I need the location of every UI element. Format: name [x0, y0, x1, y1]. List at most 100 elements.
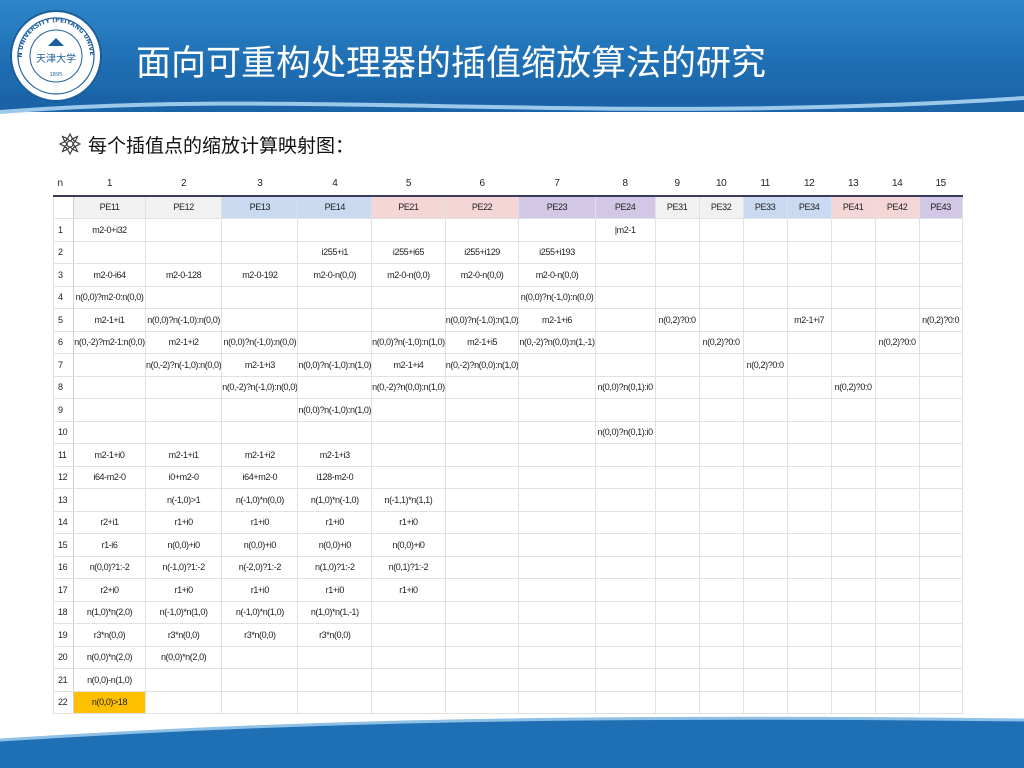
table-cell	[698, 578, 744, 602]
table-cell	[874, 600, 920, 624]
table-cell	[654, 353, 700, 377]
table-cell: i0+m2-0	[144, 465, 223, 489]
row-number: 16	[53, 555, 74, 579]
table-cell	[144, 420, 223, 444]
table-cell	[918, 533, 963, 557]
subtitle-row: 每个插值点的缩放计算映射图：	[58, 130, 354, 158]
table-cell: m2-1+i1	[73, 308, 146, 332]
table-cell	[444, 420, 520, 444]
table-cell: n(0,0)?n(-1,0):n(1,0)	[444, 308, 520, 332]
table-cell	[654, 263, 700, 287]
footer-wave	[0, 716, 1024, 768]
column-number: 10	[699, 173, 744, 197]
row-number: 19	[53, 623, 74, 647]
table-cell: m2-1+i2	[144, 330, 223, 354]
table-cell: n(0,0)?n(0,1):i0	[594, 420, 656, 444]
table-cell	[742, 578, 788, 602]
table-cell: m2-0-i64	[73, 263, 146, 287]
row-number: 7	[53, 353, 74, 377]
table-cell: n(0,0)+i0	[221, 533, 299, 557]
table-cell: m2-1+i2	[221, 443, 299, 467]
row-number: 1	[53, 218, 74, 242]
table-cell	[918, 690, 963, 714]
table-cell	[874, 533, 920, 557]
table-cell	[594, 600, 656, 624]
table-cell	[371, 308, 446, 332]
table-cell	[518, 443, 596, 467]
table-cell	[918, 375, 963, 399]
table-cell	[742, 330, 788, 354]
table-cell	[654, 600, 700, 624]
pe-header: PE22	[444, 195, 520, 219]
table-cell	[786, 398, 832, 422]
table-cell: n(0,2)?0:0	[874, 330, 920, 354]
table-cell	[654, 465, 700, 489]
pe-header: PE43	[918, 195, 963, 219]
table-cell	[830, 330, 876, 354]
table-cell	[830, 285, 876, 309]
table-cell: n(1,0)*n(1,-1)	[297, 600, 373, 624]
column-number: 12	[787, 173, 832, 197]
table-cell: n(-1,0)*n(1,0)	[144, 600, 223, 624]
table-cell	[518, 465, 596, 489]
row-number: 14	[53, 510, 74, 534]
table-cell: |m2-1	[594, 218, 656, 242]
table-cell	[874, 353, 920, 377]
table-cell	[518, 420, 596, 444]
table-cell	[698, 420, 744, 444]
table-cell: r1+i0	[144, 510, 223, 534]
column-number: 2	[145, 173, 222, 197]
row-number: 6	[53, 330, 74, 354]
table-cell	[297, 285, 373, 309]
table-cell: r1-i6	[73, 533, 146, 557]
table-cell	[874, 623, 920, 647]
table-cell	[874, 420, 920, 444]
table-cell	[830, 600, 876, 624]
table-row: 13 n(-1,0)>1 n(-1,0)*n(0,0) n(1,0)*n(-1,0) n…	[53, 488, 963, 512]
table-cell: n(-1,0)*n(1,0)	[221, 600, 299, 624]
table-cell: i255+i1	[297, 240, 373, 264]
row-number: 12	[53, 465, 74, 489]
table-cell: m2-1+i3	[297, 443, 373, 467]
table-cell: r3*n(0,0)	[73, 623, 146, 647]
table-cell	[654, 218, 700, 242]
table-cell	[144, 218, 223, 242]
table-cell	[874, 443, 920, 467]
table-row: 7 n(0,-2)?n(-1,0):n(0,0) m2-1+i3 n(0,0)?n(-…	[53, 353, 963, 377]
table-cell: n(1,0)*n(-1,0)	[297, 488, 373, 512]
table-cell	[786, 555, 832, 579]
column-number: 3	[221, 173, 298, 197]
table-cell	[918, 510, 963, 534]
table-cell	[444, 488, 520, 512]
table-cell	[371, 645, 446, 669]
table-cell	[918, 285, 963, 309]
table-cell	[594, 330, 656, 354]
table-cell	[73, 398, 146, 422]
column-number-row: n 1 2 3 4 5 6 7 8 9 10 11 12 13 14 15	[53, 173, 963, 197]
table-cell	[918, 600, 963, 624]
table-cell	[874, 240, 920, 264]
table-cell	[830, 465, 876, 489]
table-cell	[918, 353, 963, 377]
table-cell	[371, 668, 446, 692]
table-cell: i255+i193	[518, 240, 596, 264]
table-cell	[698, 510, 744, 534]
table-cell: n(1,0)*n(2,0)	[73, 600, 146, 624]
table-row: 15 r1-i6 n(0,0)+i0 n(0,0)+i0 n(0,0)+i0 n(0,0)…	[53, 533, 963, 557]
table-cell: r1+i0	[371, 510, 446, 534]
table-row: 1 m2-0+i32 |m2-1	[53, 218, 963, 242]
table-cell	[918, 488, 963, 512]
table-cell	[444, 668, 520, 692]
pe-header: PE13	[221, 195, 299, 219]
table-cell: n(0,2)?0:0	[830, 375, 876, 399]
table-cell	[918, 645, 963, 669]
table-cell	[918, 443, 963, 467]
table-cell	[297, 645, 373, 669]
table-cell: n(0,-2)?n(-1,0):n(0,0)	[144, 353, 223, 377]
table-cell	[518, 510, 596, 534]
table-cell	[518, 578, 596, 602]
table-cell	[698, 488, 744, 512]
table-cell	[297, 668, 373, 692]
table-cell	[594, 668, 656, 692]
table-cell	[698, 600, 744, 624]
